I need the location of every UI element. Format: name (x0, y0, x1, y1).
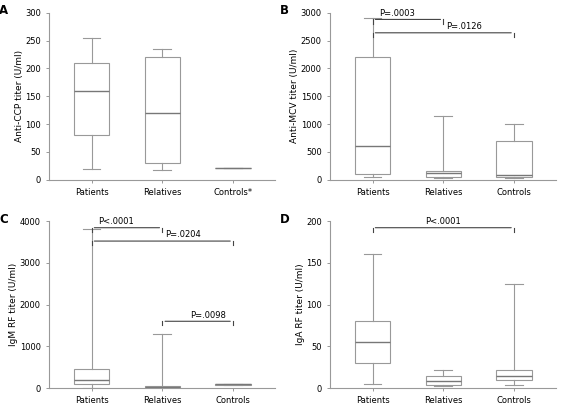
Text: D: D (280, 212, 290, 226)
PathPatch shape (496, 370, 532, 380)
Text: C: C (0, 212, 8, 226)
PathPatch shape (144, 57, 180, 163)
Text: P=.0204: P=.0204 (166, 231, 201, 239)
Y-axis label: IgM RF titer (U/ml): IgM RF titer (U/ml) (9, 263, 18, 346)
Text: B: B (280, 5, 289, 17)
Y-axis label: Anti-CCP titer (U/ml): Anti-CCP titer (U/ml) (15, 50, 24, 142)
PathPatch shape (425, 376, 461, 385)
Text: A: A (0, 5, 8, 17)
Text: P=.0126: P=.0126 (447, 22, 482, 31)
PathPatch shape (355, 321, 390, 363)
PathPatch shape (215, 384, 251, 385)
PathPatch shape (74, 369, 109, 384)
Text: P=.0003: P=.0003 (379, 9, 415, 18)
PathPatch shape (355, 57, 390, 174)
PathPatch shape (74, 63, 109, 135)
Y-axis label: Anti-MCV titer (U/ml): Anti-MCV titer (U/ml) (290, 49, 299, 143)
PathPatch shape (425, 171, 461, 177)
PathPatch shape (496, 141, 532, 177)
Text: P=.0098: P=.0098 (191, 311, 226, 320)
Y-axis label: IgA RF titer (U/ml): IgA RF titer (U/ml) (296, 264, 305, 345)
Text: P<.0001: P<.0001 (98, 217, 134, 226)
PathPatch shape (144, 386, 180, 388)
Text: P<.0001: P<.0001 (425, 217, 461, 226)
